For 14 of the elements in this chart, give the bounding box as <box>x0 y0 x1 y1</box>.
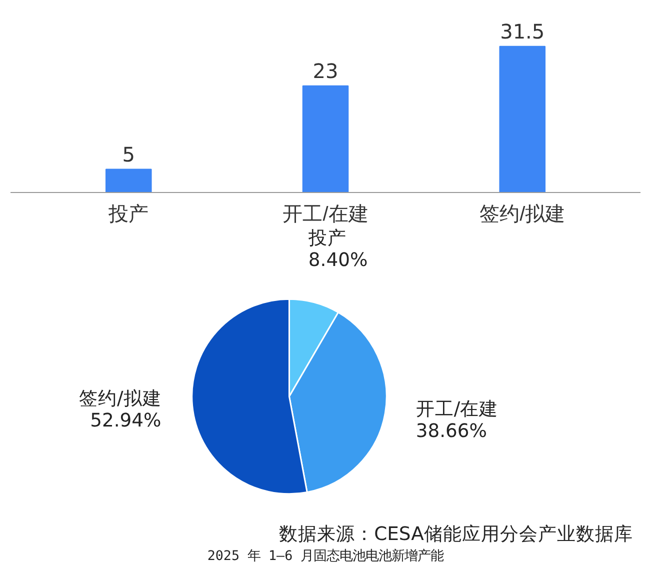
data-label: 8.40% <box>308 250 368 272</box>
data-label: 38.66% <box>416 420 487 442</box>
data-label: 52.94% <box>90 410 162 432</box>
data-label: 31.5 <box>500 19 545 44</box>
source-note: 数据来源：CESA储能应用分会产业数据库 <box>279 523 633 545</box>
data-label: 5 <box>122 142 135 166</box>
slice-label: 签约/拟建 <box>78 388 162 410</box>
text: 2025 年 1—6 月固态电池电池新增产能 <box>207 549 444 564</box>
x-tick-label: 开工/在建 <box>282 204 368 226</box>
x-tick-label: 投产 <box>108 204 149 226</box>
x-tick-label: 签约/拟建 <box>480 204 566 226</box>
slice-label: 开工/在建 <box>416 398 498 420</box>
slice-label: 投产 <box>307 228 346 250</box>
data-label: 23 <box>312 58 338 83</box>
